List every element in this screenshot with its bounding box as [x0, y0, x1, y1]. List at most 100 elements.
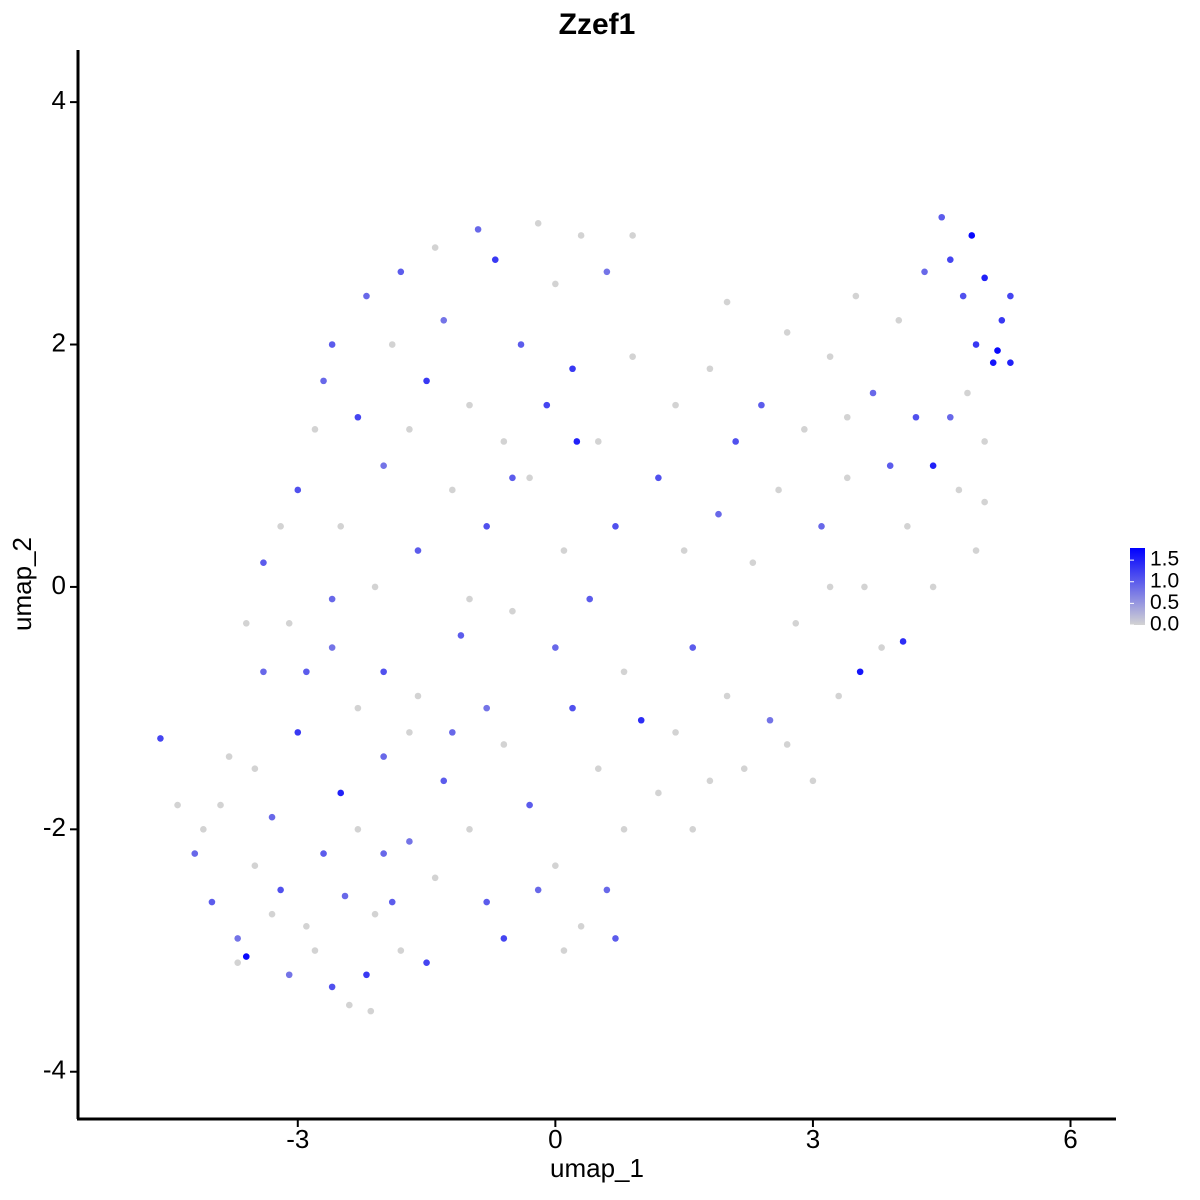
- y-axis-label: umap_2: [7, 537, 37, 631]
- point: [552, 862, 559, 869]
- point: [946, 413, 954, 421]
- point: [423, 377, 430, 385]
- point: [672, 401, 679, 409]
- point: [758, 401, 765, 409]
- point: [466, 826, 473, 833]
- point: [457, 632, 465, 639]
- point: [732, 438, 739, 445]
- point: [509, 607, 516, 615]
- point: [577, 922, 585, 930]
- point: [921, 268, 928, 276]
- point: [285, 971, 293, 979]
- point: [328, 341, 336, 348]
- point: [440, 777, 448, 785]
- point: [852, 292, 860, 300]
- point: [899, 638, 907, 645]
- point: [1007, 359, 1014, 367]
- x-tick-label: -3: [286, 1124, 309, 1154]
- point: [260, 668, 267, 676]
- point: [260, 559, 267, 566]
- point: [380, 850, 387, 857]
- point: [431, 244, 439, 251]
- point: [423, 959, 430, 966]
- point: [380, 668, 387, 676]
- point: [363, 292, 370, 300]
- y-tick-label: -2: [43, 812, 66, 842]
- point: [509, 474, 516, 482]
- point: [994, 347, 1001, 354]
- point: [560, 547, 568, 554]
- point: [569, 704, 576, 712]
- point: [157, 735, 164, 742]
- point: [929, 462, 937, 470]
- legend-tick-label: 0.0: [1150, 613, 1179, 636]
- point: [406, 426, 413, 433]
- point: [886, 462, 894, 470]
- x-tick-label: 6: [1063, 1124, 1077, 1154]
- point: [818, 523, 825, 530]
- point: [500, 935, 508, 942]
- legend-tick-label: 1.0: [1150, 569, 1179, 592]
- point: [337, 789, 345, 797]
- point: [397, 947, 405, 954]
- point: [981, 498, 988, 506]
- point: [878, 644, 885, 651]
- point: [637, 716, 645, 724]
- chart-title: Zzef1: [559, 8, 636, 41]
- point: [397, 268, 405, 276]
- point: [826, 583, 834, 591]
- x-tick-label: 3: [806, 1124, 820, 1154]
- point: [242, 619, 250, 627]
- point: [277, 886, 284, 894]
- point: [981, 274, 988, 282]
- point: [354, 826, 362, 833]
- point: [560, 947, 568, 954]
- point: [835, 692, 842, 700]
- point: [680, 547, 688, 554]
- point: [775, 486, 782, 494]
- point: [311, 947, 319, 954]
- point: [689, 644, 697, 651]
- y-tick-label: 4: [52, 85, 66, 115]
- point: [526, 474, 533, 482]
- point: [573, 438, 581, 445]
- point: [406, 838, 413, 845]
- point: [629, 232, 636, 239]
- point: [328, 983, 336, 991]
- point: [251, 862, 259, 869]
- point: [912, 413, 920, 421]
- y-tick-label: 2: [52, 327, 66, 357]
- point: [809, 777, 817, 785]
- point: [225, 753, 233, 760]
- point: [320, 377, 327, 385]
- point: [380, 462, 387, 470]
- point: [543, 401, 551, 409]
- point: [655, 789, 662, 797]
- x-axis-label: umap_1: [550, 1153, 644, 1183]
- point: [783, 329, 791, 336]
- y-tick-label: -4: [43, 1055, 66, 1085]
- point: [843, 474, 851, 482]
- point: [938, 213, 946, 221]
- point: [972, 341, 980, 348]
- point: [500, 741, 508, 748]
- point: [234, 959, 241, 966]
- legend-tick-label: 1.5: [1150, 548, 1179, 571]
- point: [577, 232, 585, 239]
- point: [388, 898, 396, 906]
- point: [303, 922, 310, 930]
- point: [749, 559, 757, 566]
- legend-tick-label: 0.5: [1150, 591, 1179, 614]
- x-tick-label: 0: [548, 1124, 562, 1154]
- point: [586, 595, 594, 603]
- point: [672, 729, 679, 736]
- points: [157, 213, 1014, 1015]
- point: [354, 704, 362, 712]
- point: [856, 668, 864, 676]
- point: [337, 523, 345, 530]
- point: [367, 1007, 375, 1015]
- point: [826, 353, 834, 360]
- point: [414, 547, 422, 554]
- point: [981, 438, 988, 445]
